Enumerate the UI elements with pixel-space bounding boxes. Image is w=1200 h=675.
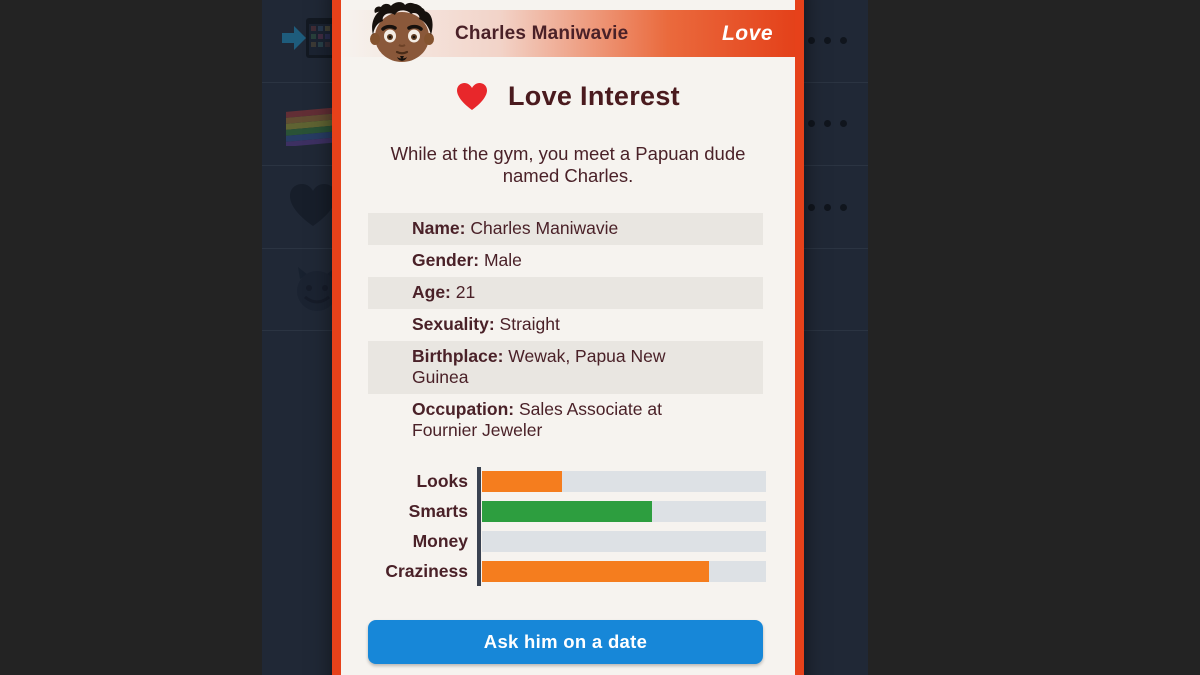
stat-label: Money [412,531,468,551]
character-avatar [370,2,434,62]
info-row: Gender: Male [412,250,522,270]
stat-bar-track [482,501,766,522]
info-row: Name: Charles Maniwavie [368,213,763,245]
info-row: Age: 21 [368,277,763,309]
character-info-table: Name: Charles Maniwavie Gender: Male Age: … [368,213,763,447]
info-row: Occupation: Sales Associate at Fournier … [412,399,662,440]
info-row: Birthplace: Wewak, Papua New Guinea [368,341,763,394]
stat-bar-track [482,471,766,492]
date-calendar-arrow-icon [282,18,336,58]
heart-icon [457,82,488,110]
menu-options-dots [808,37,847,44]
stat-bar-fill [482,561,710,582]
menu-options-dots [808,120,847,127]
character-name: Charles Maniwavie [455,22,629,44]
ask-on-date-button[interactable]: Ask him on a date [368,620,763,664]
stats-axis-line [477,467,481,586]
love-interest-dialog: Charles Maniwavie Love [332,0,804,675]
stat-row: Looks [341,471,766,492]
info-row: Sexuality: Straight [412,314,560,334]
stat-bar-track [482,531,766,552]
stat-bar-fill [482,501,653,522]
event-description: While at the gym, you meet a Papuan dude… [390,143,746,186]
stat-bar-track [482,561,766,582]
dialog-title: Love Interest [508,81,680,111]
stat-label: Craziness [385,561,468,581]
category-badge: Love [721,21,773,45]
stat-row: Money [341,531,766,552]
stat-row: Smarts [341,501,766,522]
rainbow-flag-icon [286,107,338,146]
black-heart-icon [290,184,336,226]
stat-bar-fill [482,471,562,492]
character-stats: Looks Smarts Money Craziness [341,467,766,591]
dialog-title-row: Love Interest [341,81,795,112]
menu-options-dots [808,204,847,211]
stat-row: Craziness [341,561,766,582]
stat-label: Looks [416,471,468,491]
stat-label: Smarts [408,501,468,521]
